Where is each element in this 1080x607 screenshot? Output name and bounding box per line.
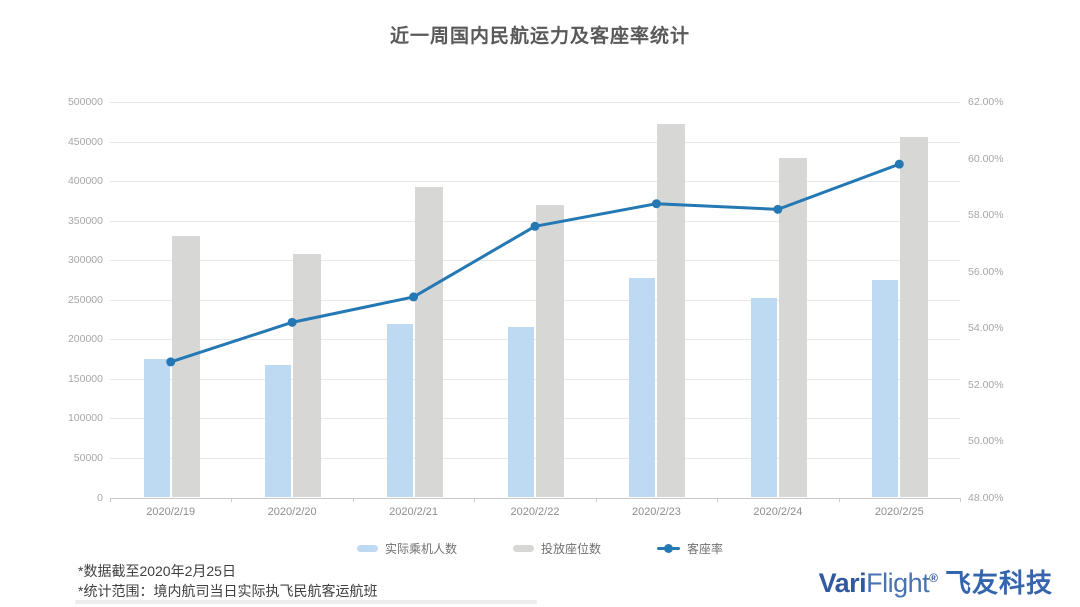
left-axis-tick-label: 400000 — [67, 175, 103, 188]
passengers-bar — [143, 359, 170, 498]
variflight-logo: VariFlight® 飞友科技 — [819, 564, 1053, 602]
left-axis-tick-label: 250000 — [67, 293, 103, 306]
x-axis-tick-mark — [838, 497, 840, 502]
seats-bar — [778, 158, 807, 498]
seats-bar — [536, 204, 564, 498]
seats-bar — [657, 124, 686, 498]
x-axis-category-label: 2020/2/19 — [146, 505, 196, 518]
passengers-bar — [629, 278, 656, 498]
passengers-bar — [872, 279, 899, 498]
left-axis-tick-label: 300000 — [67, 254, 103, 267]
footnote-data-cutoff: *数据截至2020年2月25日 — [78, 563, 236, 579]
gridline — [110, 141, 960, 143]
gridline — [110, 457, 960, 459]
chart-title: 近一周国内民航运力及客座率统计 — [389, 26, 690, 47]
legend: 实际乘机人数 投放座位数 客座率 — [0, 540, 1080, 557]
right-axis-tick-label: 60.00% — [968, 152, 1004, 165]
right-axis-tick-label: 48.00% — [968, 491, 1004, 504]
legend-label-passengers: 实际乘机人数 — [384, 542, 457, 556]
x-axis-category-label: 2020/2/24 — [753, 505, 803, 518]
gridline — [110, 181, 960, 183]
gridline — [110, 339, 960, 341]
logo-brand-light: Flight — [866, 568, 930, 598]
gridline — [110, 220, 960, 222]
legend-label-seats: 投放座位数 — [540, 542, 601, 556]
seats-bar — [171, 235, 200, 498]
right-axis-tick-label: 56.00% — [968, 265, 1004, 278]
seats-bar — [414, 187, 443, 498]
x-axis-category-label: 2020/2/20 — [267, 505, 317, 518]
x-axis-tick-mark — [352, 497, 354, 502]
gridline — [110, 102, 960, 103]
logo-brand-bold: Vari — [818, 568, 867, 598]
logo-company-name: 飞友科技 — [944, 568, 1053, 598]
seats-bar — [293, 253, 322, 498]
left-axis-tick-label: 350000 — [67, 214, 103, 227]
bottom-divider — [75, 600, 537, 604]
left-axis-tick-label: 50000 — [73, 451, 103, 464]
gridline — [110, 378, 960, 380]
legend-item-load-factor: 客座率 — [657, 540, 723, 557]
right-axis-tick-label: 54.00% — [968, 322, 1004, 334]
x-axis-tick-mark — [231, 497, 233, 502]
passengers-bar — [750, 298, 777, 498]
legend-swatch-seats — [512, 545, 534, 552]
left-axis-tick-label: 100000 — [67, 412, 103, 425]
x-axis-category-label: 2020/2/23 — [631, 505, 681, 518]
legend-item-seats: 投放座位数 — [512, 540, 601, 557]
footnote-scope: *统计范围：境内航司当日实际执飞民航客运航班 — [78, 583, 378, 599]
left-axis-tick-label: 150000 — [67, 372, 103, 385]
left-axis-tick-label: 500000 — [67, 96, 103, 108]
gridline — [110, 497, 960, 499]
x-axis-category-label: 2020/2/25 — [874, 505, 924, 518]
right-axis-tick-label: 50.00% — [968, 435, 1004, 447]
legend-dot-swatch — [664, 544, 673, 553]
legend-label-load-factor: 客座率 — [687, 542, 724, 556]
logo-registered-mark-icon: ® — [929, 571, 938, 585]
x-axis-tick-mark — [595, 497, 597, 502]
passengers-bar — [386, 324, 413, 498]
x-axis-category-label: 2020/2/22 — [510, 505, 560, 518]
seats-bar — [900, 136, 929, 498]
gridline — [110, 299, 960, 301]
right-axis-tick-label: 52.00% — [968, 378, 1004, 391]
gridline — [110, 418, 960, 420]
left-axis-tick-label: 450000 — [67, 135, 103, 148]
legend-item-passengers: 实际乘机人数 — [356, 540, 457, 557]
passengers-bar — [508, 326, 534, 498]
x-axis-tick-mark — [110, 497, 111, 502]
left-axis-tick-label: 0 — [97, 491, 103, 504]
right-axis-tick-label: 62.00% — [968, 96, 1004, 108]
left-axis-tick-label: 200000 — [67, 333, 103, 346]
x-axis-category-label: 2020/2/21 — [389, 505, 439, 518]
x-axis-tick-mark — [474, 497, 476, 502]
passengers-bar — [265, 364, 292, 498]
footnotes: *数据截至2020年2月25日 *统计范围：境内航司当日实际执飞民航客运航班 — [78, 561, 377, 601]
legend-swatch-passengers — [356, 545, 378, 552]
gridline — [110, 260, 960, 262]
legend-line-marker-icon — [657, 544, 680, 553]
right-axis-tick-label: 58.00% — [968, 209, 1004, 221]
x-axis-tick-mark — [960, 497, 961, 502]
x-axis-tick-mark — [717, 497, 719, 502]
